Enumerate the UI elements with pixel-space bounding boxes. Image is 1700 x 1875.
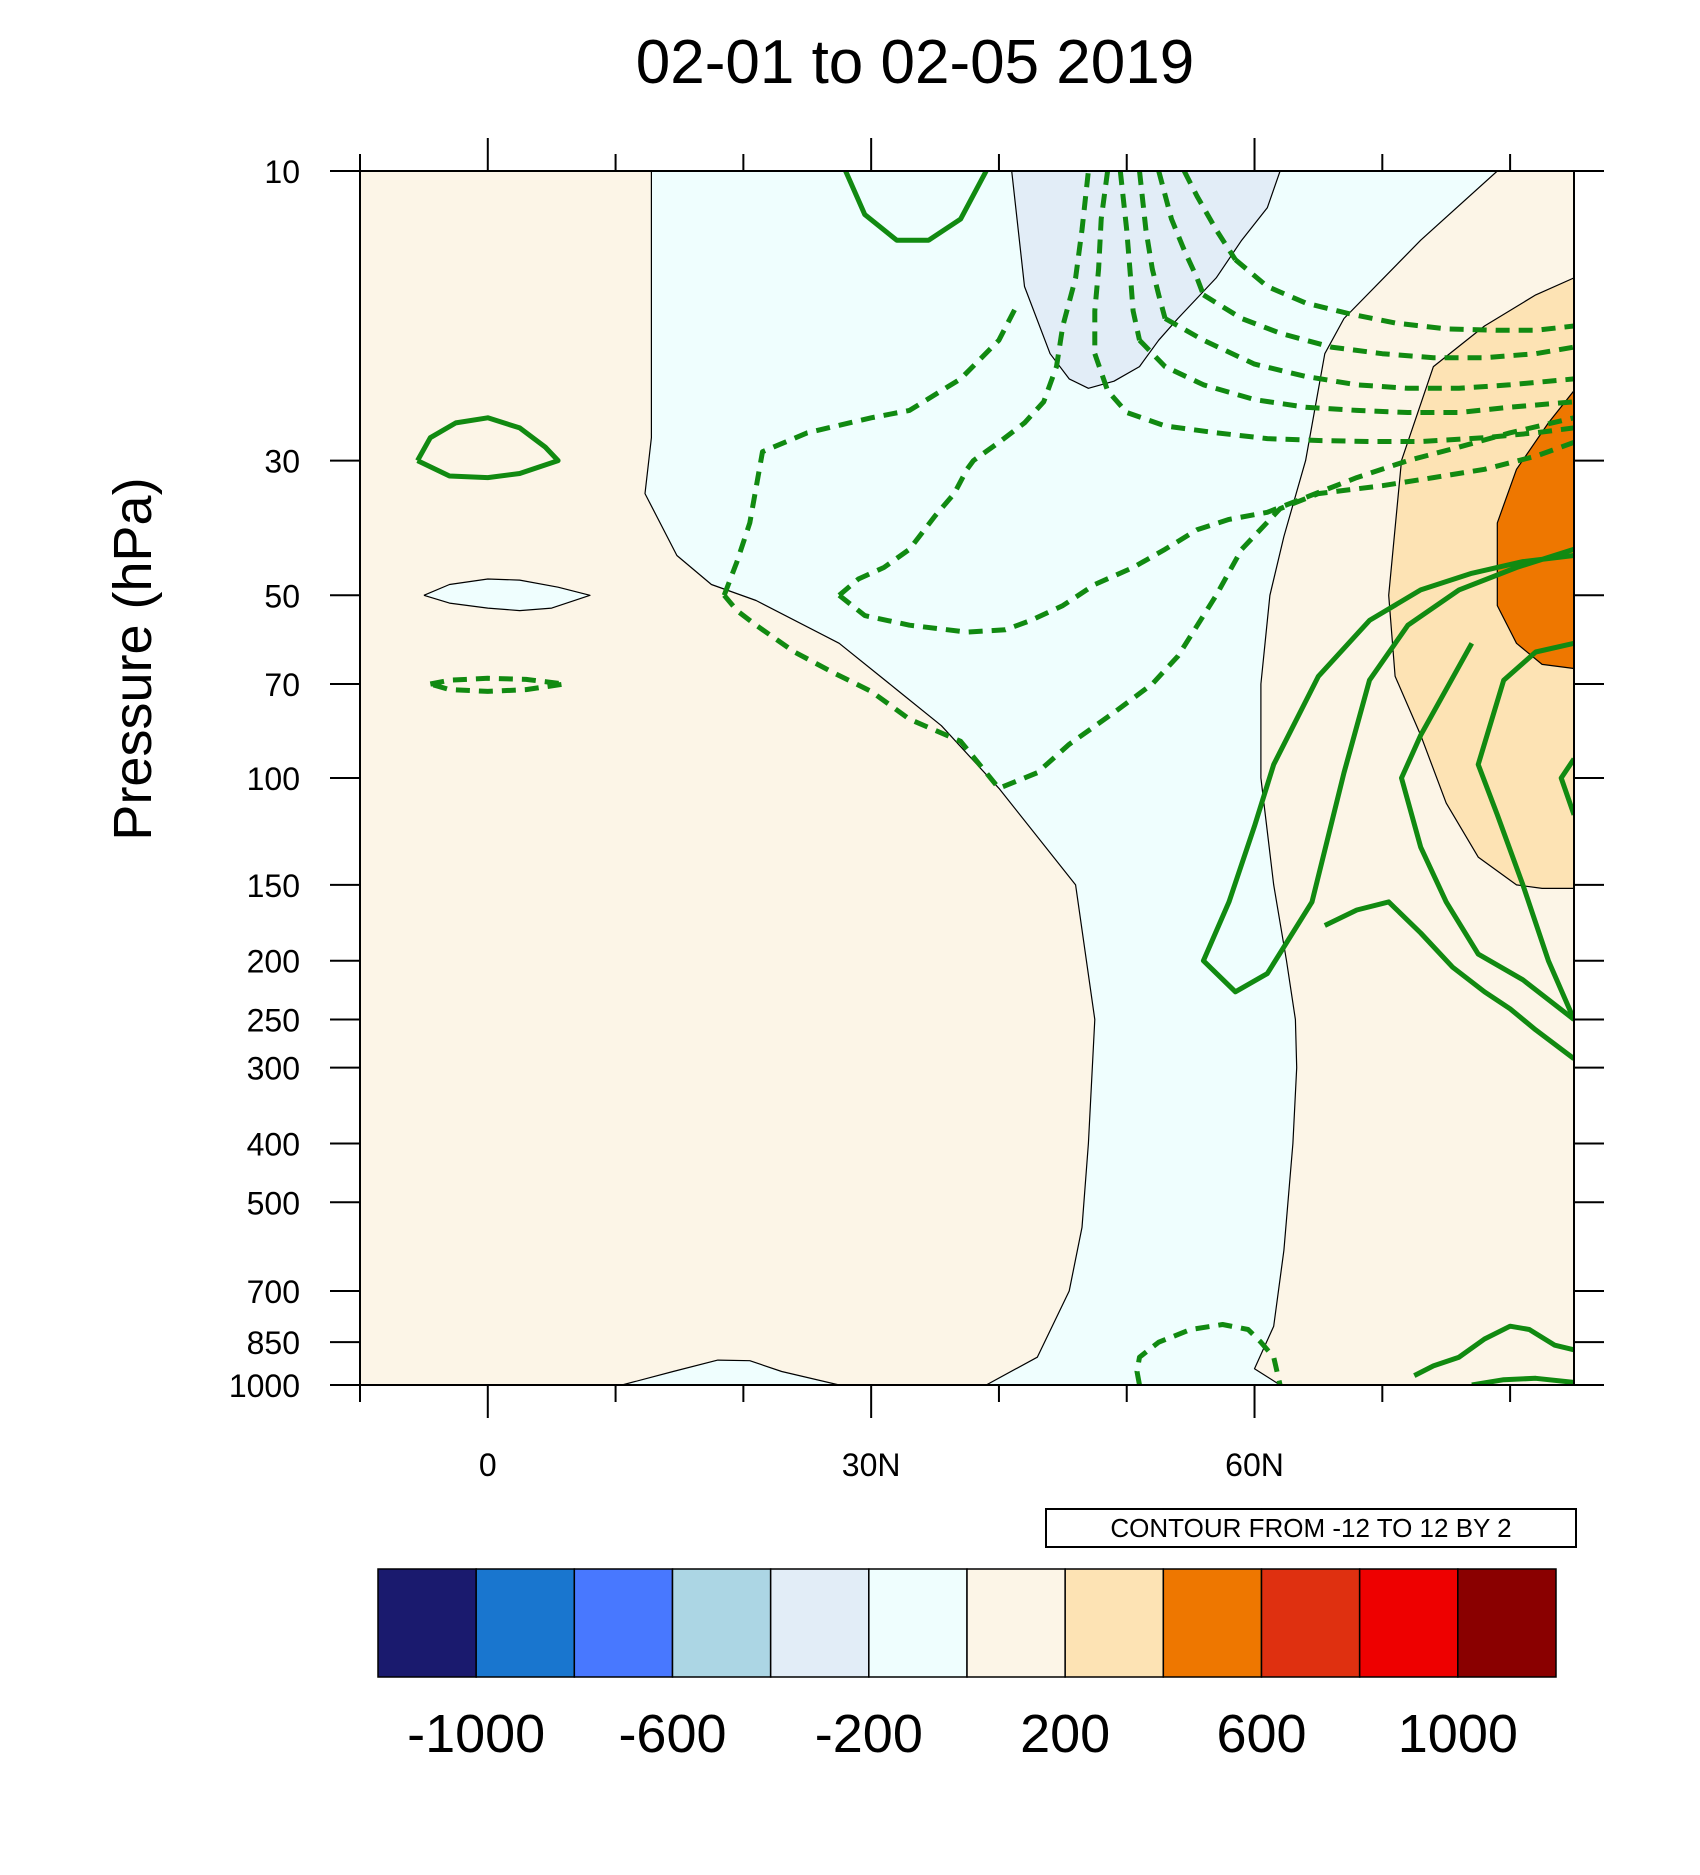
- colorbar-swatch: [868, 1568, 968, 1678]
- y-tick-label: 250: [247, 1003, 300, 1039]
- shade-boundary-5: [1388, 277, 1574, 890]
- tick-layer: 10 30 50 70 100 150 200 250 300 400 500 700 850 1000 0…: [229, 138, 1604, 1483]
- y-tick-label: 70: [264, 667, 300, 703]
- y-tick-label: 150: [247, 868, 300, 904]
- colorbar-swatch: [1358, 1568, 1459, 1678]
- fill-region-3: [1011, 171, 1281, 389]
- negative-contour-17: [1156, 171, 1206, 296]
- colorbar-label: -1000: [407, 1704, 545, 1764]
- chart-title: 02-01 to 02-05 2019: [636, 28, 1194, 97]
- colorbar-swatch: [769, 1568, 870, 1678]
- shade-boundary-0: [644, 171, 1096, 1385]
- y-tick-label: 500: [247, 1185, 300, 1221]
- negative-contour-9: [429, 675, 567, 694]
- y-tick-label: 50: [264, 578, 300, 614]
- x-tick-label: 0: [479, 1447, 497, 1483]
- info-label-box: CONTOUR FROM -12 TO 12 BY 2: [1045, 1508, 1577, 1548]
- colorbar-swatch: [1457, 1568, 1557, 1678]
- y-tick-label: 30: [264, 444, 300, 480]
- colorbar-swatch: [966, 1568, 1066, 1678]
- negative-contour-14: [1092, 171, 1111, 354]
- negative-contour-19: [1092, 352, 1574, 444]
- shade-boundary-2: [621, 1359, 840, 1385]
- negative-contour-12: [837, 171, 1091, 598]
- fill-region-2: [423, 579, 590, 611]
- negative-contour-15: [1117, 171, 1142, 341]
- colorbar-label: -600: [618, 1704, 726, 1764]
- fill-region-1: [622, 1360, 840, 1385]
- positive-contour-0: [415, 415, 561, 481]
- y-tick-label: 10: [264, 154, 300, 190]
- y-axis-label: Pressure (hPa): [103, 477, 163, 840]
- x-tick-label: 30N: [842, 1447, 901, 1483]
- colorbar-label: 1000: [1398, 1704, 1518, 1764]
- shade-boundary-3: [423, 578, 591, 612]
- colorbar: -1000 -600 -200 200 600 1000: [377, 1568, 1557, 1764]
- positive-contour-4: [1558, 757, 1574, 816]
- y-tick-label: 400: [247, 1126, 300, 1162]
- y-tick-label: 850: [247, 1325, 300, 1361]
- negative-contour-24: [1134, 1322, 1283, 1385]
- negative-contour-18: [1181, 171, 1238, 262]
- y-tick-label: 700: [247, 1274, 300, 1310]
- negative-contour-20: [1137, 338, 1574, 415]
- negative-contour-22: [1202, 292, 1574, 361]
- colorbar-label: 200: [1020, 1704, 1110, 1764]
- colorbar-label: -200: [815, 1704, 923, 1764]
- contour-layer: [415, 171, 1574, 1385]
- positive-contour-1: [843, 171, 989, 243]
- colorbar-label: 600: [1216, 1704, 1306, 1764]
- plot-area: 10 30 50 70 100 150 200 250 300 400 500 700 850 1000 0…: [229, 138, 1604, 1483]
- colorbar-swatch: [377, 1568, 477, 1678]
- positive-contour-8: [1471, 1375, 1574, 1385]
- y-tick-label: 1000: [229, 1368, 300, 1404]
- x-tick-label: 60N: [1225, 1447, 1284, 1483]
- y-tick-label: 300: [247, 1051, 300, 1087]
- y-tick-label: 200: [247, 944, 300, 980]
- colorbar-swatch: [671, 1568, 772, 1678]
- colorbar-swatch: [1064, 1568, 1165, 1678]
- positive-contour-5: [1323, 899, 1574, 1061]
- positive-contour-3: [1475, 640, 1574, 1021]
- info-label: CONTOUR FROM -12 TO 12 BY 2: [1110, 1513, 1511, 1543]
- fill-region-0: [645, 171, 1498, 1385]
- negative-contour-10: [721, 301, 1021, 597]
- negative-contour-13: [837, 415, 1574, 635]
- colorbar-swatch: [475, 1568, 576, 1678]
- negative-contour-11: [722, 440, 1574, 791]
- shade-boundary-1: [1253, 171, 1498, 1385]
- y-tick-label: 100: [247, 761, 300, 797]
- negative-contour-16: [1137, 171, 1168, 320]
- fill-region-5: [1497, 390, 1574, 669]
- negative-contour-23: [1233, 257, 1574, 333]
- colorbar-swatch: [1162, 1568, 1263, 1678]
- positive-contour-2: [1200, 546, 1574, 995]
- colorbar-swatch: [1260, 1568, 1361, 1678]
- colorbar-swatch: [573, 1568, 674, 1678]
- shade-boundary-4: [1011, 171, 1281, 389]
- positive-contour-7: [1413, 1323, 1574, 1378]
- positive-contour-6: [1399, 642, 1574, 1022]
